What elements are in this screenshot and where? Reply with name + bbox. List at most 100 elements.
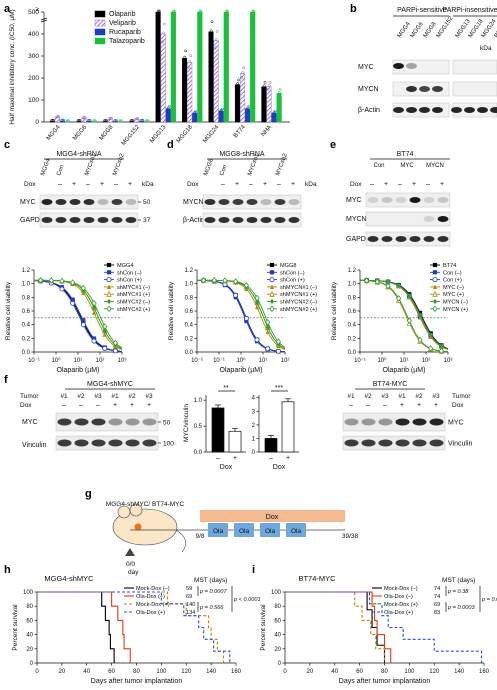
p-value: p = 0.0003 bbox=[447, 605, 475, 611]
blot-band bbox=[261, 217, 272, 223]
data-marker bbox=[234, 293, 238, 297]
x-tick-label: 10¹ bbox=[259, 358, 268, 364]
y-tick-label: 0.8 bbox=[348, 295, 357, 301]
y-tick-label: 0.0 bbox=[194, 450, 203, 456]
blot-band bbox=[368, 236, 379, 242]
blot-band bbox=[289, 199, 300, 205]
y-tick-label: 0.4 bbox=[348, 323, 357, 329]
x-tick-label: + bbox=[233, 455, 237, 462]
blot-band bbox=[98, 199, 109, 205]
marker-label: 100 bbox=[163, 441, 174, 448]
y-tick-label: 1 bbox=[252, 436, 256, 442]
blot-frame bbox=[453, 60, 497, 74]
blot-band bbox=[84, 199, 95, 205]
bar-veliparib-nha bbox=[267, 87, 272, 122]
blot-band bbox=[126, 199, 137, 205]
legend-label: MYC (+) bbox=[443, 292, 464, 298]
x-tick-label: 10⁻² bbox=[191, 358, 203, 364]
dox-sign: – bbox=[114, 181, 118, 188]
blot-band bbox=[143, 440, 157, 447]
data-marker bbox=[81, 323, 85, 327]
x-tick-label: 140 bbox=[206, 669, 217, 675]
legend-marker bbox=[107, 270, 111, 274]
y-tick-label: 0.5 bbox=[194, 424, 203, 430]
legend-label: Con (–) bbox=[443, 270, 462, 276]
start-label: 0/0 bbox=[126, 561, 135, 568]
y-tick-label: 40 bbox=[26, 633, 33, 639]
y-tick-label: 0.6 bbox=[185, 309, 194, 315]
fit-curve bbox=[197, 280, 285, 347]
group-label-insensitive: PARPi-insensitive bbox=[442, 7, 497, 14]
tumor-label: Tumor bbox=[452, 393, 471, 400]
legend-marker bbox=[107, 292, 111, 297]
y-tick-label: 3 bbox=[252, 409, 256, 415]
legend-label: Ola-Dox (+) bbox=[384, 610, 413, 616]
y-tick-label: 20 bbox=[26, 647, 33, 653]
survival-title: MGG4-shMYC bbox=[44, 574, 94, 583]
data-point bbox=[211, 21, 213, 23]
p-value: p = 0.566 bbox=[199, 605, 224, 611]
y-axis-label: Half maximal inhibitory conc. (IC50, µM) bbox=[9, 9, 16, 124]
legend-label: shMYC#2 (+) bbox=[117, 307, 150, 313]
bar-veliparib-bt74 bbox=[240, 74, 245, 122]
legend-swatch bbox=[95, 29, 105, 35]
x-tick-label: 100 bbox=[404, 669, 415, 675]
panel-label-i: i bbox=[252, 564, 255, 576]
blot-band bbox=[413, 419, 427, 426]
dox-sign: + bbox=[128, 181, 132, 188]
x-axis-label: Dox bbox=[220, 464, 233, 471]
blot-band bbox=[98, 217, 109, 223]
mst-value: 74 bbox=[434, 594, 440, 600]
y-axis-label: Percent survival bbox=[12, 604, 19, 651]
blot-band bbox=[92, 419, 106, 426]
legend-label: Talazoparib bbox=[109, 38, 145, 45]
blot-band bbox=[109, 440, 123, 447]
x-tick-label: MGG152 bbox=[121, 124, 142, 147]
dox-sign: + bbox=[384, 181, 388, 188]
y-tick-label: 0.4 bbox=[22, 323, 31, 329]
legend-swatch bbox=[95, 11, 105, 17]
dox-label: Dox bbox=[20, 402, 32, 409]
p-value: p = 0.0007 bbox=[199, 589, 227, 595]
tumor-id: #1 bbox=[60, 393, 68, 400]
x-tick-label: 60 bbox=[356, 669, 363, 675]
blot-band bbox=[75, 440, 89, 447]
blot-band bbox=[42, 217, 53, 223]
blot-band bbox=[219, 199, 230, 205]
data-point bbox=[243, 67, 245, 69]
data-point bbox=[185, 50, 187, 52]
legend-label: Rucaparib bbox=[109, 29, 141, 36]
bar bbox=[265, 438, 277, 452]
data-point bbox=[237, 83, 239, 85]
blot-band bbox=[424, 216, 435, 222]
blot-frame bbox=[366, 193, 450, 207]
legend-label: Mock-Dox (+) bbox=[384, 602, 418, 608]
row-label: β-Actin bbox=[358, 107, 380, 114]
x-tick-label: 20 bbox=[59, 669, 66, 675]
legend-marker bbox=[107, 263, 111, 267]
row-label: MYC bbox=[22, 419, 38, 426]
y-tick-label: 0.6 bbox=[348, 309, 357, 315]
x-tick-label: 10³ bbox=[444, 358, 453, 364]
x-tick-label: – bbox=[269, 455, 273, 462]
blot-band bbox=[368, 197, 379, 203]
blot-band bbox=[396, 197, 407, 203]
legend-marker bbox=[433, 306, 437, 311]
blot-band bbox=[126, 419, 140, 426]
fit-curve bbox=[197, 280, 285, 351]
dox-label: Dox bbox=[350, 181, 362, 188]
legend-label: shMYC#1 (+) bbox=[117, 292, 150, 298]
x-tick-label: 10³ bbox=[118, 358, 127, 364]
dox-label: Dox bbox=[187, 181, 199, 188]
bar bbox=[229, 431, 241, 452]
legend-label: Mock-Dox (–) bbox=[136, 586, 170, 592]
group-label-sensitive: PARPi-sensitive bbox=[397, 7, 447, 14]
blot-band bbox=[289, 217, 300, 223]
data-marker bbox=[92, 339, 96, 343]
legend-swatch bbox=[95, 20, 105, 26]
y-tick-label: 1.2 bbox=[348, 268, 357, 274]
row-label: MYCN bbox=[346, 216, 367, 223]
y-tick-label: 60 bbox=[274, 618, 281, 624]
